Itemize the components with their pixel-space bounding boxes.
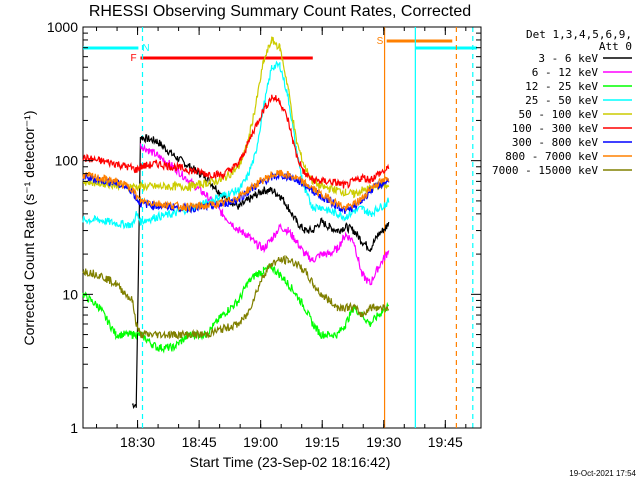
y-axis-label: Corrected Count Rate (s⁻¹ detector⁻¹) <box>21 111 37 346</box>
legend-entry-label: 6 - 12 keV <box>532 66 599 79</box>
series-12-25-kev-line <box>82 262 390 354</box>
series-6-12-kev-line <box>139 143 390 286</box>
y-tick-label: 1000 <box>47 19 78 35</box>
y-tick-label: 1 <box>70 420 78 436</box>
series-800-7000-kev-line <box>82 169 390 213</box>
x-axis-ticks: 18:30 18:45 19:00 19:15 19:30 19:45 <box>96 27 467 450</box>
flag-label-s: S <box>377 36 384 47</box>
series-100-300-kev-line <box>82 94 390 189</box>
plot-frame <box>82 26 482 429</box>
timestamp: 19-Oct-2021 17:54 <box>569 469 636 478</box>
y-tick-label: 100 <box>55 153 79 169</box>
legend-entry-label: 800 - 7000 keV <box>505 150 598 163</box>
chart-title: RHESSI Observing Summary Count Rates, Co… <box>89 3 471 20</box>
x-tick-label: 19:00 <box>243 434 278 450</box>
x-tick-label: 19:15 <box>305 434 340 450</box>
legend-entry-label: 7000 - 15000 keV <box>492 164 598 177</box>
legend-entry-label: 50 - 100 keV <box>519 108 599 121</box>
x-tick-label: 18:45 <box>182 434 217 450</box>
flag-label-n: N <box>142 43 149 54</box>
y-tick-label: 10 <box>62 286 78 302</box>
legend-entry-label: 25 - 50 keV <box>525 94 598 107</box>
x-axis-label: Start Time (23-Sep-02 18:16:42) <box>190 454 391 470</box>
series-50-100-kev-line <box>82 36 390 199</box>
flag-label-f: F <box>130 53 136 64</box>
legend-entry-label: 100 - 300 keV <box>512 122 598 135</box>
series-7000-15000-kev-line <box>82 254 390 340</box>
legend-header: Att 0 <box>599 40 632 53</box>
flag-bars: NF S <box>83 36 477 64</box>
plot-border <box>82 26 482 429</box>
x-tick-label: 19:30 <box>366 434 401 450</box>
x-tick-label: 19:45 <box>428 434 463 450</box>
legend-entry-label: 12 - 25 keV <box>525 80 598 93</box>
vertical-markers <box>141 27 474 428</box>
legend-header: Det 1,3,4,5,6,9, <box>526 28 632 41</box>
legend-entry-label: 300 - 800 keV <box>512 136 598 149</box>
series-lines <box>82 36 390 409</box>
x-tick-label: 18:30 <box>120 434 155 450</box>
series-3-6-kev-line <box>131 134 390 409</box>
legend-entry-label: 3 - 6 keV <box>538 52 598 65</box>
y-axis-ticks: 1 10 100 1000 <box>47 19 481 436</box>
